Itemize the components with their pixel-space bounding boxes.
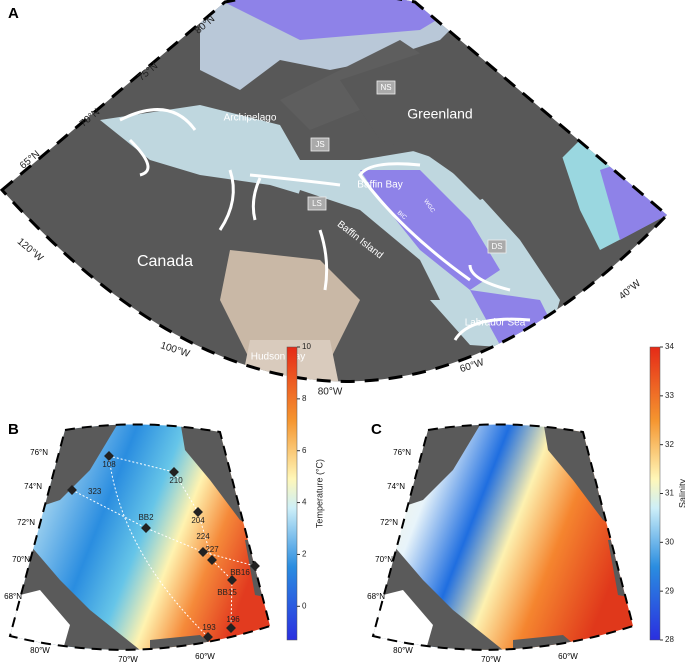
colorbar-tick-label: 0: [302, 601, 307, 610]
station-marker: [198, 547, 208, 557]
strait-label: LS: [312, 199, 322, 208]
colorbar: [286, 346, 298, 641]
place-label: Greenland: [407, 106, 472, 122]
panel-label: C: [371, 421, 382, 438]
lon-label: 40°W: [617, 278, 643, 303]
lat-label: 74°N: [387, 482, 405, 491]
place-label: Labrador Sea: [465, 318, 526, 329]
lat-label: 76°N: [393, 448, 411, 457]
station-marker: [207, 555, 217, 565]
colorbar-tick-label: 29: [665, 586, 674, 595]
lon-label: 100°W: [159, 340, 192, 360]
panel-b-frame: [8, 423, 272, 651]
station-marker: [169, 467, 179, 477]
station-marker: [227, 575, 237, 585]
colorbar-tick-label: 2: [302, 550, 307, 559]
colorbar: [649, 346, 661, 641]
panel-c-frame: [371, 423, 635, 651]
station-label: BB15: [217, 588, 237, 597]
station-marker: [226, 623, 236, 633]
colorbar-tick-label: 34: [665, 342, 674, 351]
lat-label: 70°N: [12, 555, 30, 564]
station-marker: [203, 632, 213, 642]
colorbar-tick-label: 33: [665, 391, 674, 400]
station-label: 224: [196, 532, 210, 541]
station-label: 193: [202, 623, 216, 632]
colorbar-tick-label: 4: [302, 498, 307, 507]
station-marker: [193, 507, 203, 517]
colorbar-title: Temperature (°C): [314, 459, 324, 528]
colorbar-tick-label: 8: [302, 394, 307, 403]
panel-a-map: [2, 0, 667, 382]
station-label: 108: [102, 460, 116, 469]
station-label: 196: [226, 615, 240, 624]
station-label: BB16: [230, 568, 250, 577]
lon-label: 80°W: [318, 387, 343, 398]
colorbar-tick-label: 32: [665, 440, 674, 449]
lon-label: 70°W: [481, 655, 501, 664]
lon-label: 60°W: [558, 652, 578, 661]
strait-label: JS: [315, 140, 324, 149]
colorbar-tick-label: 28: [665, 635, 674, 644]
station-label: 227: [205, 545, 219, 554]
panel-a-frame: [0, 0, 670, 383]
lon-label: 60°W: [195, 652, 215, 661]
station-marker: [141, 523, 151, 533]
colorbar-tick-label: 31: [665, 489, 674, 498]
place-label: Baffin Bay: [357, 180, 402, 191]
lat-label: 74°N: [24, 482, 42, 491]
strait-boxes: NS JS LS DS: [307, 80, 507, 254]
strait-label: DS: [491, 242, 502, 251]
lat-label: 68°N: [367, 592, 385, 601]
lat-label: 70°N: [375, 555, 393, 564]
place-label: Hudson Bay: [251, 352, 305, 363]
current-label: BIC: [396, 210, 408, 221]
colorbar-title: Salinity: [677, 478, 685, 508]
strait-label: NS: [380, 83, 391, 92]
colorbar-tick-label: 10: [302, 342, 311, 351]
lon-label: 120°W: [15, 236, 46, 264]
colorbar-tick-label: 6: [302, 446, 307, 455]
station-label: 323: [88, 487, 102, 496]
lat-label: 68°N: [4, 592, 22, 601]
panel-label: A: [8, 5, 19, 22]
station-label: 210: [169, 476, 183, 485]
place-label: Canada: [137, 253, 193, 270]
lat-label: 76°N: [30, 448, 48, 457]
lon-label: 80°W: [393, 646, 413, 655]
station-label: 204: [191, 516, 205, 525]
panel-label: B: [8, 421, 19, 438]
place-label: Archipelago: [224, 113, 277, 124]
lon-label: 70°W: [118, 655, 138, 664]
lat-label: 72°N: [17, 518, 35, 527]
lat-label: 72°N: [380, 518, 398, 527]
colorbar-tick-label: 30: [665, 537, 674, 546]
lon-label: 80°W: [30, 646, 50, 655]
station-marker: [250, 561, 260, 571]
station-label: BB2: [138, 513, 154, 522]
